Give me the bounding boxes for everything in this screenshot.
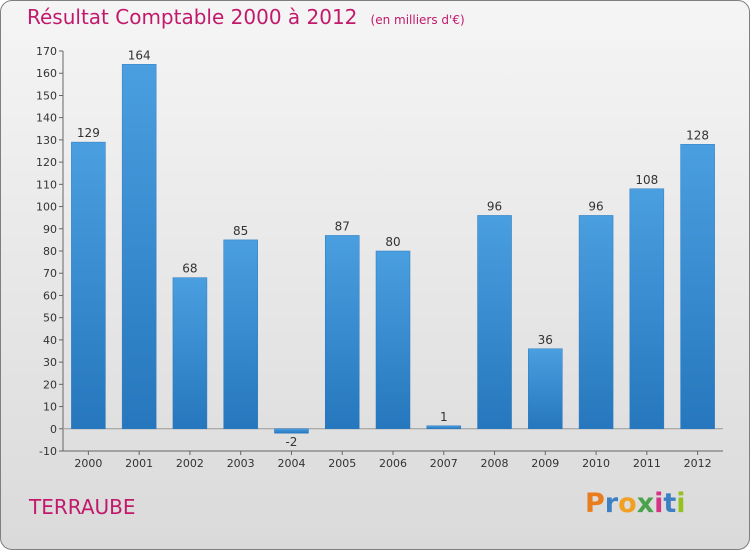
y-tick-label: 60 (43, 289, 57, 302)
unit-label: (en milliers d'€) (370, 13, 465, 27)
x-tick-label: 2005 (328, 457, 356, 470)
x-tick-label: 2012 (684, 457, 712, 470)
x-tick-label: 2010 (582, 457, 610, 470)
location-name: TERRAUBE (29, 495, 136, 519)
y-tick-label: 90 (43, 223, 57, 236)
x-tick-label: 2004 (277, 457, 305, 470)
data-label: 80 (385, 235, 400, 249)
y-tick-label: 160 (36, 67, 57, 80)
logo-letter: i (676, 488, 686, 519)
bar (223, 239, 258, 430)
y-tick-label: 100 (36, 201, 57, 214)
bar (528, 348, 563, 430)
x-tick-label: 2000 (74, 457, 102, 470)
data-labels: 129 164 68 85 -2 87 80 1 96 36 96 108 128 (77, 48, 709, 449)
logo-letter: P (585, 488, 605, 519)
y-tick-label: 130 (36, 134, 57, 147)
x-tick-label: 2011 (633, 457, 661, 470)
x-tick-label: 2003 (227, 457, 255, 470)
x-tick-label: 2001 (125, 457, 153, 470)
y-tick-label: 70 (43, 267, 57, 280)
data-label: 128 (686, 128, 709, 142)
data-label: 68 (182, 262, 197, 276)
axes: -10 0 10 20 30 40 50 60 70 80 90 100 110 120 130 140 150… (36, 45, 723, 470)
bar (629, 188, 665, 430)
bar (680, 144, 715, 430)
logo-letter: i (654, 488, 664, 519)
data-label: 96 (487, 199, 502, 213)
data-label: 87 (335, 219, 350, 233)
y-tick-label: 150 (36, 89, 57, 102)
y-tick-label: 20 (43, 378, 57, 391)
bar (477, 215, 512, 430)
x-tick-label: 2006 (379, 457, 407, 470)
data-label: 164 (128, 48, 151, 62)
bar (578, 215, 614, 430)
logo-letter: r (604, 488, 619, 519)
y-tick-label: 140 (36, 112, 57, 125)
y-tick-label: 50 (43, 312, 57, 325)
chart-title-text: Résultat Comptable 2000 à 2012 (27, 5, 358, 29)
bars (71, 64, 715, 434)
data-label: -2 (285, 435, 297, 449)
logo-letter: x (636, 488, 655, 519)
bar (324, 235, 360, 430)
y-tick-label: 120 (36, 156, 57, 169)
chart-title: Résultat Comptable 2000 à 2012 (en milli… (27, 5, 465, 29)
y-tick-label: 40 (43, 334, 57, 347)
x-tick-label: 2007 (430, 457, 458, 470)
bar (172, 277, 208, 430)
y-tick-label: 30 (43, 356, 57, 369)
y-tick-label: 170 (36, 45, 57, 58)
proxiti-logo[interactable]: Proxiti (585, 488, 686, 519)
bar (71, 141, 106, 430)
y-tick-label: -10 (39, 445, 57, 458)
logo-letter: t (663, 488, 677, 519)
data-label: 96 (588, 199, 603, 213)
x-tick-label: 2002 (176, 457, 204, 470)
y-tick-label: 110 (36, 178, 57, 191)
bar (426, 425, 462, 430)
data-label: 108 (635, 173, 658, 187)
logo-letter: o (618, 488, 637, 519)
data-label: 129 (77, 126, 100, 140)
bar (121, 64, 157, 430)
x-tick-label: 2009 (531, 457, 559, 470)
data-label: 85 (233, 224, 248, 238)
y-tick-label: 0 (50, 423, 57, 436)
y-tick-label: 80 (43, 245, 57, 258)
data-label: 1 (440, 410, 448, 424)
bar (274, 428, 309, 434)
y-tick-label: 10 (43, 401, 57, 414)
bar (375, 250, 411, 430)
x-tick-label: 2008 (481, 457, 509, 470)
data-label: 36 (538, 333, 553, 347)
